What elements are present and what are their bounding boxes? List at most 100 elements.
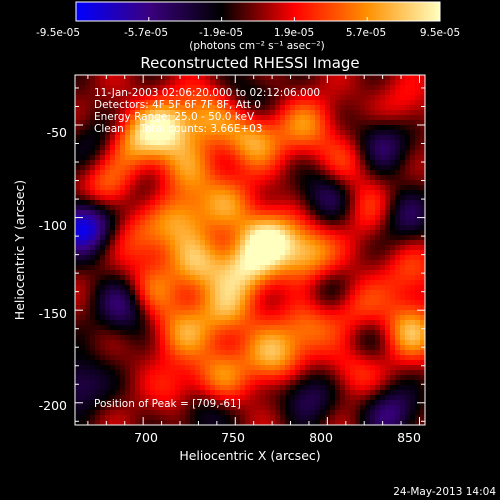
- heatmap-cell: [405, 210, 411, 216]
- heatmap-cell: [175, 145, 181, 151]
- heatmap-cell: [370, 335, 376, 341]
- heatmap-cell: [95, 205, 101, 211]
- heatmap-cell: [115, 310, 121, 316]
- heatmap-cell: [195, 405, 201, 411]
- heatmap-cell: [380, 400, 386, 406]
- heatmap-cell: [410, 130, 416, 136]
- heatmap-cell: [205, 230, 211, 236]
- heatmap-cell: [185, 75, 191, 81]
- heatmap-cell: [150, 395, 156, 401]
- heatmap-cell: [85, 215, 91, 221]
- heatmap-cell: [140, 295, 146, 301]
- heatmap-cell: [100, 380, 106, 386]
- heatmap-cell: [140, 220, 146, 226]
- heatmap-cell: [155, 220, 161, 226]
- heatmap-cell: [280, 340, 286, 346]
- heatmap-cell: [100, 100, 106, 106]
- heatmap-cell: [265, 340, 271, 346]
- heatmap-cell: [210, 380, 216, 386]
- heatmap-cell: [105, 350, 111, 356]
- heatmap-cell: [230, 150, 236, 156]
- heatmap-cell: [260, 370, 266, 376]
- heatmap-cell: [305, 130, 311, 136]
- heatmap-cell: [395, 235, 401, 241]
- heatmap-cell: [200, 180, 206, 186]
- heatmap-cell: [260, 215, 266, 221]
- heatmap-cell: [320, 210, 326, 216]
- heatmap-cell: [385, 195, 391, 201]
- heatmap-cell: [220, 375, 226, 381]
- heatmap-cell: [385, 100, 391, 106]
- heatmap-cell: [260, 320, 266, 326]
- heatmap-cell: [180, 260, 186, 266]
- heatmap-cell: [105, 235, 111, 241]
- heatmap-cell: [100, 280, 106, 286]
- heatmap-cell: [280, 145, 286, 151]
- heatmap-cell: [205, 105, 211, 111]
- heatmap-cell: [270, 350, 276, 356]
- heatmap-cell: [300, 355, 306, 361]
- heatmap-cell: [275, 130, 281, 136]
- heatmap-cell: [340, 185, 346, 191]
- heatmap-cell: [390, 340, 396, 346]
- heatmap-cell: [110, 345, 116, 351]
- heatmap-cell: [360, 320, 366, 326]
- heatmap-cell: [275, 255, 281, 261]
- heatmap-cell: [110, 405, 116, 411]
- heatmap-cell: [365, 130, 371, 136]
- heatmap-cell: [135, 310, 141, 316]
- heatmap-cell: [240, 385, 246, 391]
- heatmap-cell: [245, 285, 251, 291]
- heatmap-cell: [75, 150, 81, 156]
- heatmap-cell: [270, 270, 276, 276]
- heatmap-cell: [340, 370, 346, 376]
- heatmap-cell: [105, 160, 111, 166]
- heatmap-cell: [360, 195, 366, 201]
- heatmap-cell: [90, 315, 96, 321]
- heatmap-cell: [290, 220, 296, 226]
- heatmap-cell: [190, 155, 196, 161]
- heatmap-cell: [350, 335, 356, 341]
- heatmap-cell: [115, 265, 121, 271]
- heatmap-cell: [350, 205, 356, 211]
- heatmap-cell: [375, 255, 381, 261]
- heatmap-cell: [160, 285, 166, 291]
- heatmap-cell: [145, 265, 151, 271]
- heatmap-cell: [250, 90, 256, 96]
- heatmap-cell: [385, 405, 391, 411]
- heatmap-cell: [245, 205, 251, 211]
- heatmap-cell: [215, 180, 221, 186]
- heatmap-cell: [370, 190, 376, 196]
- heatmap-cell: [250, 200, 256, 206]
- heatmap-cell: [305, 420, 311, 425]
- heatmap-cell: [170, 195, 176, 201]
- heatmap-cell: [175, 400, 181, 406]
- heatmap-cell: [200, 85, 206, 91]
- heatmap-cell: [175, 170, 181, 176]
- heatmap-cell: [135, 325, 141, 331]
- heatmap-cell: [295, 395, 301, 401]
- heatmap-cell: [355, 100, 361, 106]
- heatmap-cell: [205, 150, 211, 156]
- heatmap-cell: [320, 145, 326, 151]
- heatmap-cell: [420, 355, 425, 361]
- heatmap-cell: [90, 360, 96, 366]
- heatmap-cell: [230, 400, 236, 406]
- heatmap-cell: [75, 350, 81, 356]
- heatmap-cell: [150, 145, 156, 151]
- heatmap-cell: [115, 325, 121, 331]
- heatmap-cell: [405, 370, 411, 376]
- heatmap-cell: [375, 180, 381, 186]
- heatmap-cell: [170, 290, 176, 296]
- heatmap-cell: [205, 95, 211, 101]
- heatmap-cell: [170, 185, 176, 191]
- heatmap-cell: [410, 165, 416, 171]
- heatmap-cell: [120, 360, 126, 366]
- heatmap-cell: [210, 210, 216, 216]
- heatmap-cell: [265, 130, 271, 136]
- heatmap-cell: [280, 290, 286, 296]
- heatmap-cell: [105, 240, 111, 246]
- heatmap-cell: [235, 275, 241, 281]
- colorbar-tick-label: 1.9e-05: [274, 27, 314, 39]
- heatmap-cell: [100, 225, 106, 231]
